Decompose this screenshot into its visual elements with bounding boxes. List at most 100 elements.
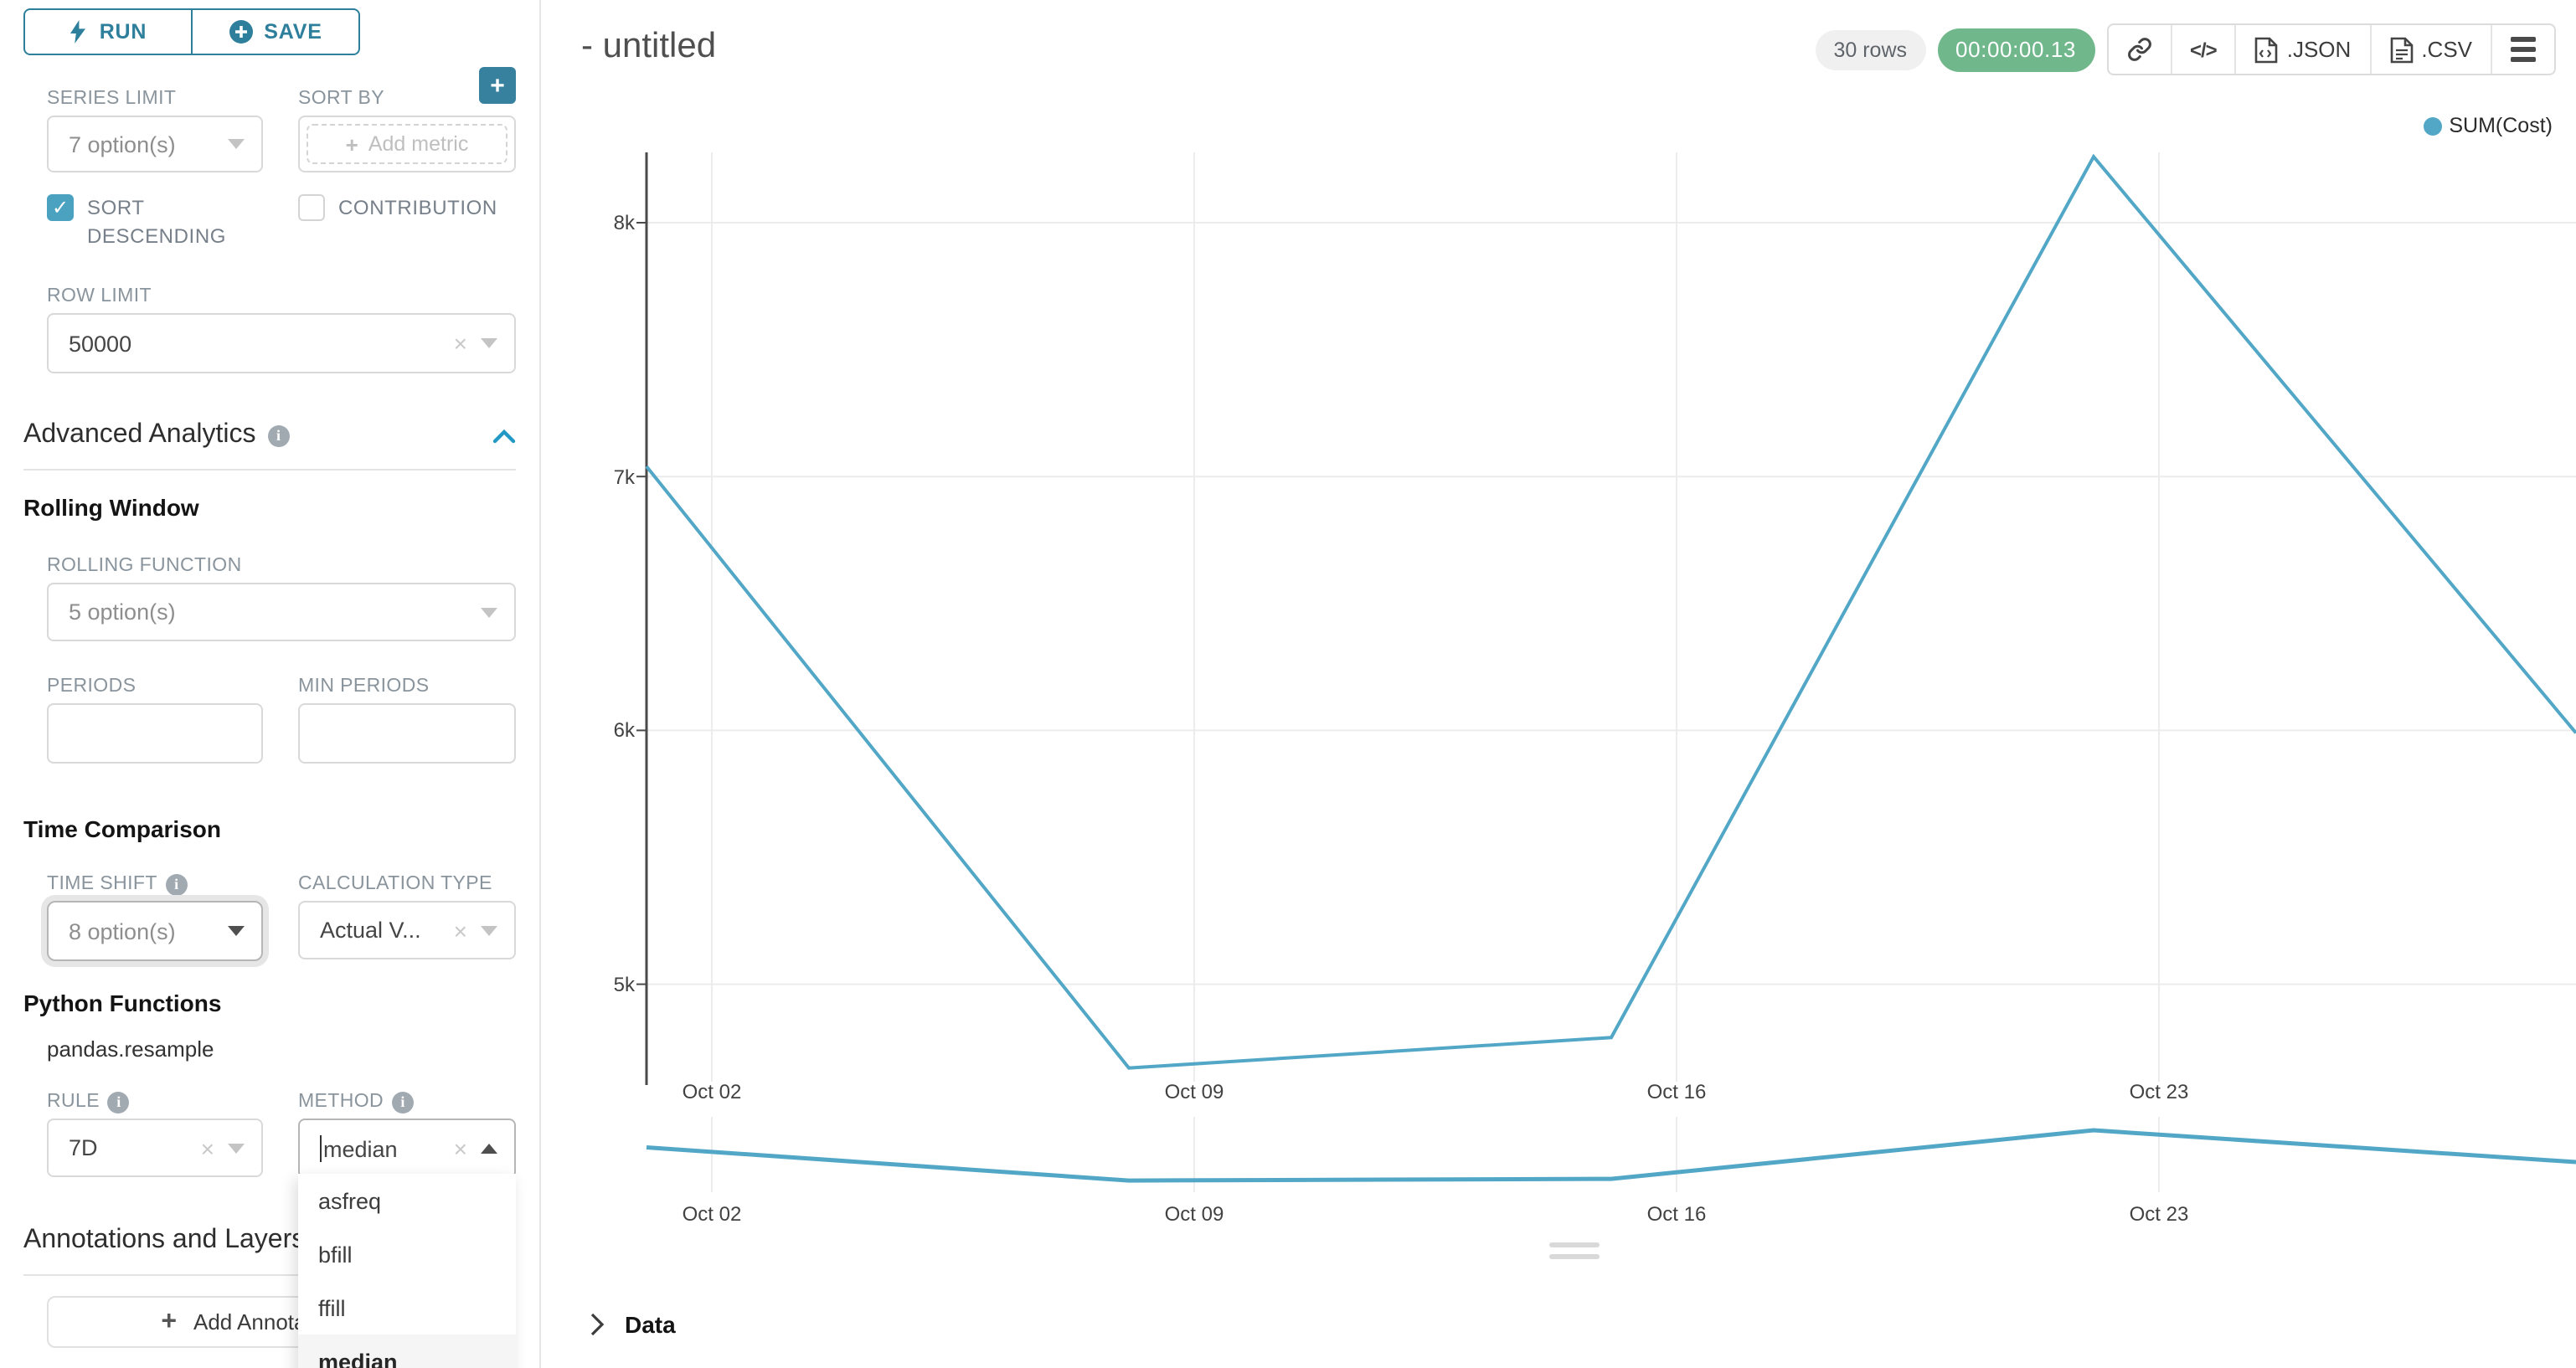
min-periods-label: MIN PERIODS [298,676,430,697]
query-timer-badge: 00:00:00.13 [1937,28,2094,71]
save-button[interactable]: SAVE [191,10,358,54]
chevron-down-icon [228,926,245,936]
calculation-type-select[interactable]: Actual V... × [298,901,516,959]
hamburger-menu-icon [2511,37,2536,62]
row-limit-label: ROW LIMIT [47,286,152,306]
x-tick-label: Oct 02 [682,1080,742,1103]
json-file-icon [2255,36,2279,63]
x-tick-label: Oct 16 [1646,1080,1707,1103]
sort-by-label: SORT BY [298,89,384,109]
chevron-down-icon [481,925,497,935]
view-query-button[interactable]: </> [2170,25,2235,74]
copy-link-button[interactable] [2108,25,2170,74]
sort-descending-checkbox[interactable]: ✓ [47,194,74,221]
data-panel-label: Data [625,1311,676,1338]
chevron-down-icon [481,338,497,348]
method-dropdown: asfreq bfill ffill median [298,1174,516,1368]
export-json-label: .JSON [2286,37,2352,62]
x-tick-label: Oct 09 [1164,1080,1224,1103]
info-icon[interactable]: i [107,1091,130,1113]
add-metric-label: Add metric [368,132,469,156]
plus-icon: + [345,131,358,157]
csv-file-icon [2390,36,2413,63]
data-panel-toggle[interactable]: Data [590,1311,676,1338]
info-icon[interactable]: i [165,873,188,895]
row-count-badge: 30 rows [1815,29,1926,69]
advanced-analytics-header[interactable]: Advanced Analytics i [23,420,516,450]
time-comparison-title: Time Comparison [23,815,221,842]
chart-panel: - untitled 30 rows 00:00:00.13 </> .JSON… [541,0,2576,1368]
series-limit-select[interactable]: 7 option(s) [47,116,263,172]
rolling-window-title: Rolling Window [23,494,199,521]
clear-icon[interactable]: × [200,1134,214,1161]
time-shift-select[interactable]: 8 option(s) [47,901,263,961]
series-limit-label: SERIES LIMIT [47,89,177,109]
contribution-checkbox[interactable] [298,194,325,221]
min-periods-input[interactable] [298,703,516,764]
row-limit-select[interactable]: 50000 × [47,313,516,373]
export-button-group: </> .JSON .CSV [2106,23,2556,75]
run-button[interactable]: RUN [25,10,191,54]
link-icon [2127,38,2151,61]
advanced-analytics-title: Advanced Analytics [23,420,256,449]
add-sort-metric-plus-button[interactable]: + [479,67,516,104]
chevron-down-icon [228,1143,245,1153]
plus-icon: + [161,1307,177,1335]
run-button-label: RUN [99,20,147,44]
x-tick-label: Oct 02 [682,1202,742,1226]
y-tick-label: 7k [613,465,635,489]
code-icon: </> [2190,38,2218,61]
rolling-function-label: ROLLING FUNCTION [47,556,242,576]
y-tick-label: 5k [613,972,635,996]
x-tick-label: Oct 16 [1646,1202,1707,1226]
y-tick-label: 6k [613,718,635,743]
method-label: METHOD i [298,1090,516,1113]
legend-dot [2424,116,2443,135]
clear-icon[interactable]: × [453,917,467,944]
run-save-button-group: RUN SAVE [23,8,360,55]
legend-label: SUM(Cost) [2449,114,2553,137]
more-options-button[interactable] [2491,25,2554,74]
annotations-layers-header[interactable]: Annotations and Layers [23,1226,516,1256]
method-option-asfreq[interactable]: asfreq [318,1188,382,1213]
y-tick-label: 8k [613,211,635,234]
method-option-bfill[interactable]: bfill [318,1242,353,1267]
method-option-ffill[interactable]: ffill [318,1295,346,1320]
annotations-layers-title: Annotations and Layers [23,1226,306,1254]
panel-resize-handle[interactable] [1549,1242,1600,1266]
periods-label: PERIODS [47,676,137,697]
rule-label: RULE i [47,1090,263,1113]
export-csv-label: .CSV [2421,37,2472,62]
export-csv-button[interactable]: .CSV [2369,25,2491,74]
method-option-median[interactable]: median [298,1335,516,1368]
export-json-button[interactable]: .JSON [2234,25,2370,74]
chevron-down-icon [228,139,245,149]
sort-descending-label: SORT DESCENDING [87,196,227,248]
info-icon[interactable]: i [267,424,290,446]
python-functions-title: Python Functions [23,990,222,1016]
divider [23,469,516,471]
chevron-right-icon [590,1313,605,1336]
rolling-function-select[interactable]: 5 option(s) [47,583,516,641]
contribution-label: CONTRIBUTION [338,196,497,219]
add-metric-button[interactable]: + Add metric [307,124,507,164]
info-icon[interactable]: i [392,1091,415,1113]
x-tick-label: Oct 23 [2129,1080,2189,1103]
rule-select[interactable]: 7D × [47,1119,263,1177]
clear-icon[interactable]: × [453,330,467,357]
chevron-up-icon [481,1144,497,1154]
line-chart-canvas[interactable] [541,0,2576,1368]
chevron-down-icon [481,607,497,617]
periods-input[interactable] [47,703,263,764]
plus-circle-icon [229,20,253,44]
collapse-chevron-up-icon[interactable] [492,428,516,443]
x-tick-label: Oct 09 [1164,1202,1224,1226]
chart-title[interactable]: - untitled [581,27,717,65]
clear-icon[interactable]: × [453,1135,467,1162]
legend-item-sum-cost[interactable]: SUM(Cost) [2424,114,2553,137]
divider [23,1274,516,1276]
query-panel-sidebar: RUN SAVE + SERIES LIMIT SORT BY 7 option… [0,0,541,1368]
calculation-type-label: CALCULATION TYPE [298,874,492,894]
method-combobox[interactable]: median × [298,1119,516,1179]
